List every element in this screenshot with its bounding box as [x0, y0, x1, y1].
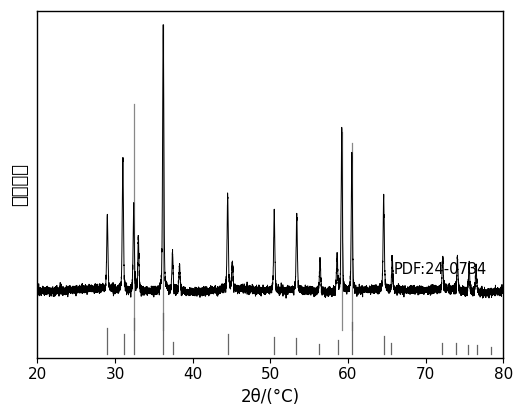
X-axis label: 2θ/(°C): 2θ/(°C): [241, 388, 300, 406]
Y-axis label: 相对强度: 相对强度: [11, 163, 29, 206]
Text: PDF:24-0734: PDF:24-0734: [394, 262, 487, 277]
